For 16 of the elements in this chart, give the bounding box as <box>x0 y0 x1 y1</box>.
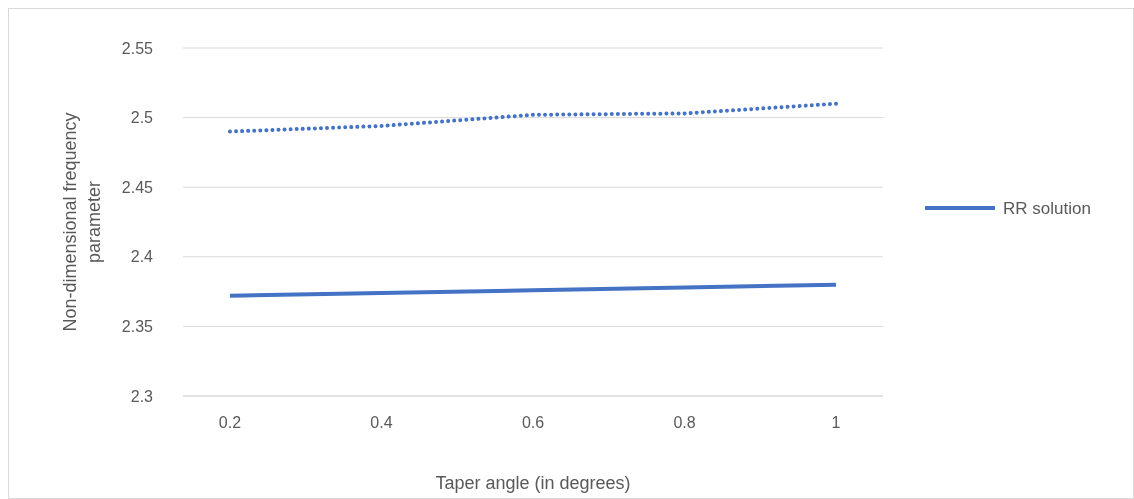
y-tick-label: 2.55 <box>121 39 154 57</box>
line-series <box>227 101 839 134</box>
y-tick-label: 2.35 <box>121 318 154 335</box>
x-tick-label: 0.6 <box>521 414 545 431</box>
legend-label: RR solution <box>1003 198 1091 218</box>
y-axis-title: Non-dimensional frequency parameter <box>60 112 104 332</box>
line-series <box>227 282 839 298</box>
y-tick-label: 2.4 <box>130 248 154 266</box>
y-tick-label: 2.45 <box>121 178 154 196</box>
x-tick-label: 0.2 <box>218 414 242 431</box>
x-axis-title: Taper angle (in degrees) <box>435 473 631 493</box>
y-tick-label: 2.3 <box>130 387 154 405</box>
x-tick-label: 1 <box>831 414 841 431</box>
x-tick-label: 0.4 <box>370 414 393 431</box>
x-tick-label: 0.8 <box>673 414 696 431</box>
y-tick-label: 2.5 <box>130 109 154 127</box>
